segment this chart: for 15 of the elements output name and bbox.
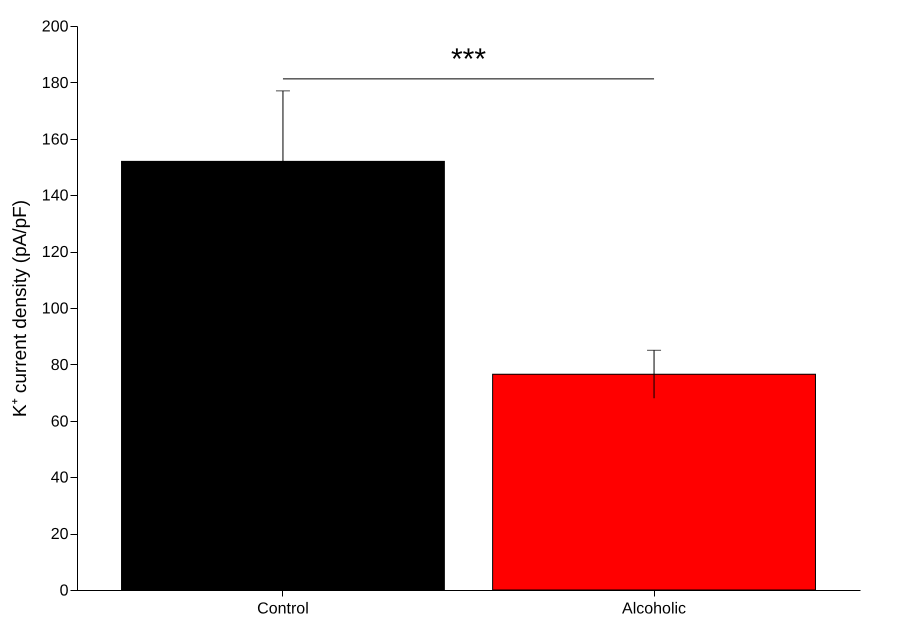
y-tick-label: 20 [50,526,69,544]
y-tick-label: 80 [50,356,69,374]
y-tick-label: 0 [60,582,69,600]
y-tick-label: 40 [50,470,69,487]
y-tick-label: 100 [42,300,69,318]
y-axis-title: K⁺ current density (pA/pF) [10,200,31,418]
y-tick-label: 160 [42,131,69,148]
y-tick-label: 140 [42,188,69,205]
y-tick-label: 180 [42,74,69,92]
x-tick-label: Alcoholic [622,600,686,618]
y-tick-label: 200 [42,18,69,36]
y-tick-label: 60 [50,413,69,430]
y-tick-label: 120 [42,244,69,262]
x-tick-label: Control [257,600,309,618]
annotation: *** [450,42,486,76]
